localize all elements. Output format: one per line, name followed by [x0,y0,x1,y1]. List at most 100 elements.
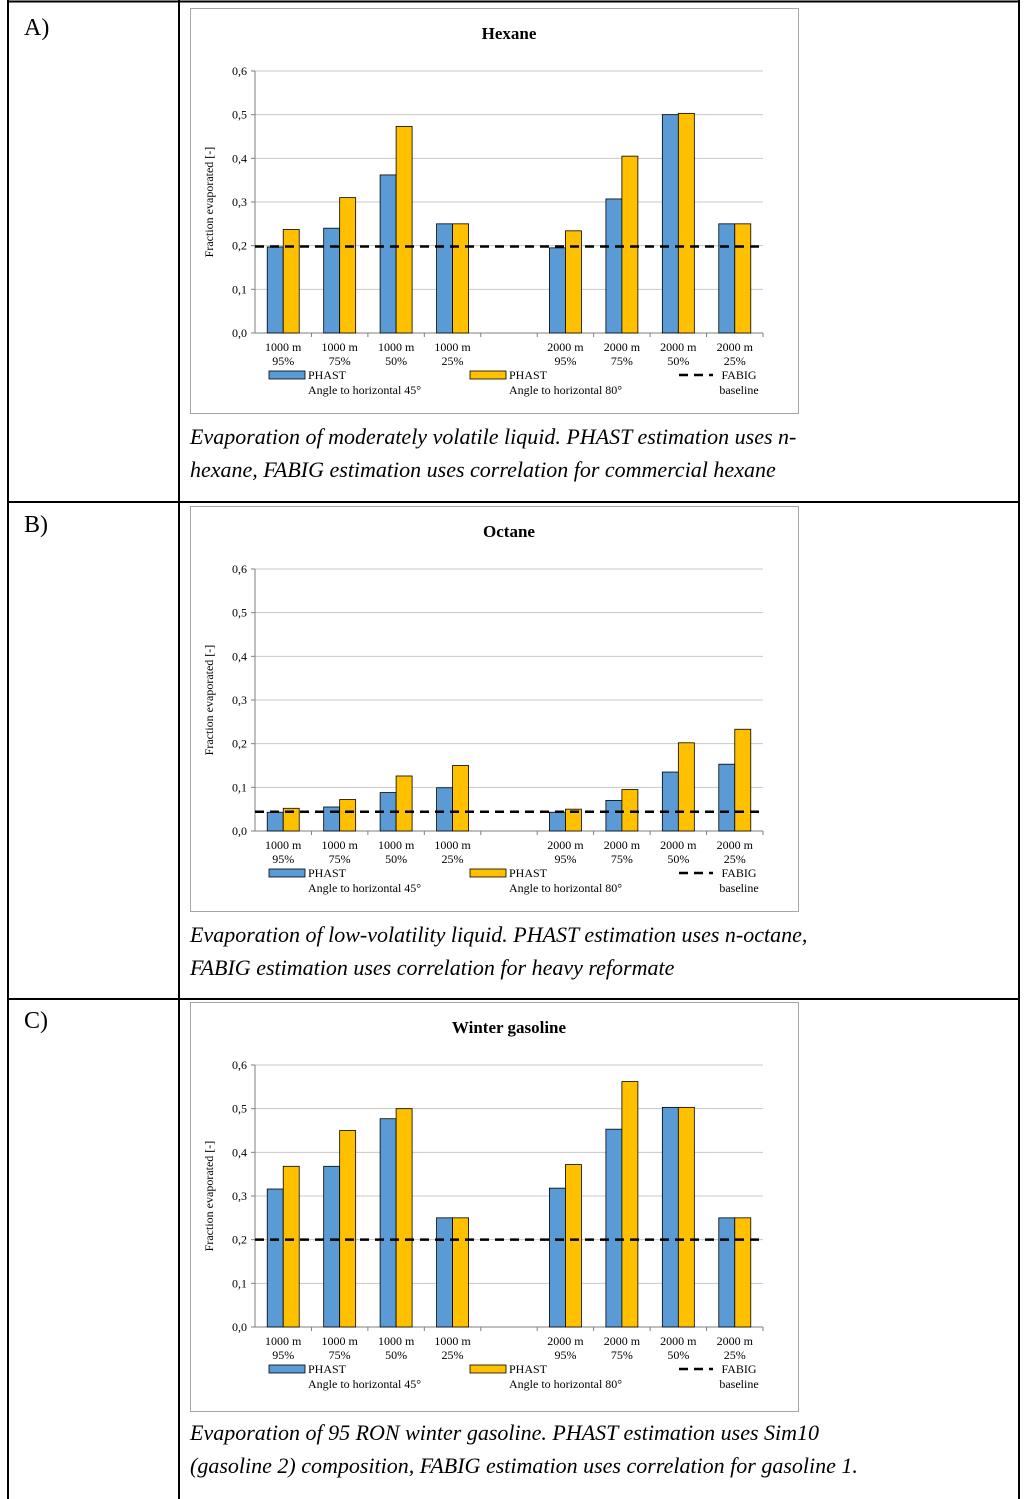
chart-svg-hexane: Hexane 0,0 0,1 0,2 0,3 0,4 0,5 0,6 Fraction evap… [202,24,764,397]
y-tick-label: 0,3 [232,195,247,209]
bar-phast-80 [621,155,639,334]
x-tick-label: 1000 m [321,1334,358,1348]
x-tick-label: 2000 m [660,1334,697,1348]
bar-phast-80 [339,799,357,832]
caption-a-line-1: Evaporation of moderately volatile liqui… [190,424,797,449]
bar-phast-45 [661,1106,679,1328]
x-tick-label: 1000 m [434,838,471,852]
x-tick-label: 1000 m [321,838,358,852]
legend-label-phast-45: PHAST [308,866,347,880]
bar-phast-45 [323,227,341,334]
x-tick-label: 75% [611,1348,633,1362]
bar-phast-45 [549,811,566,832]
x-tick-label: 95% [272,354,294,368]
panel-label-c: C) [24,1008,48,1034]
x-tick-label: 95% [554,354,576,368]
x-tick-label: 75% [611,852,633,866]
bar-phast-45 [436,223,453,334]
legend-label-fabig-sub: baseline [719,1377,758,1391]
bar-phast-80 [452,765,469,832]
x-tick-label: 50% [667,852,689,866]
bar-phast-45 [718,763,736,832]
legend-label-phast-45-sub: Angle to horizontal 45° [308,881,421,895]
bar-phast-80 [395,1108,413,1328]
legend-swatch-phast-80 [469,1364,507,1374]
x-tick-label: 50% [667,1348,689,1362]
x-tick-label: 1000 m [378,838,415,852]
legend-label-phast-45-sub: Angle to horizontal 45° [308,1377,421,1391]
chart-title: Winter gasoline [452,1018,567,1037]
chart-title: Octane [483,522,535,541]
y-tick-label: 0,4 [232,1145,247,1159]
legend-swatch-phast-80 [469,370,507,380]
caption-b-line-1: Evaporation of low-volatility liquid. PH… [190,922,808,947]
x-tick-label: 2000 m [717,340,754,354]
x-tick-label: 75% [611,354,633,368]
bar-phast-45 [436,1217,453,1328]
y-tick-label: 0,2 [232,239,247,253]
bar-phast-80 [395,126,413,334]
y-tick-label: 0,1 [232,282,247,296]
bar-phast-45 [266,246,284,334]
bar-phast-45 [549,247,566,334]
caption-a-line-2: hexane, FABIG estimation uses correlatio… [190,457,776,482]
bar-phast-80 [677,1106,695,1328]
y-tick-label: 0,4 [232,649,247,663]
bar-phast-80 [621,1081,639,1328]
x-tick-label: 2000 m [660,838,697,852]
x-tick-label: 50% [667,354,689,368]
panel-label-a: A) [24,15,50,41]
x-tick-label: 2000 m [547,1334,584,1348]
x-tick-label: 95% [272,1348,294,1362]
legend-label-fabig-sub: baseline [719,383,758,397]
x-tick-label: 25% [442,1348,464,1362]
x-tick-label: 95% [272,852,294,866]
legend-label-phast-45: PHAST [308,1362,347,1376]
caption-b-line-2: FABIG estimation uses correlation for he… [190,955,675,980]
legend-label-phast-80: PHAST [509,368,548,382]
x-tick-label: 1000 m [378,1334,415,1348]
panel-label-b: B) [24,512,48,538]
y-axis-title: Fraction evaporated [-] [202,1141,216,1252]
bar-phast-80 [452,1217,469,1328]
y-tick-label: 0,0 [232,824,247,838]
y-tick-label: 0,3 [232,693,247,707]
legend-label-fabig: FABIG [721,1362,756,1376]
x-tick-label: 95% [554,1348,576,1362]
bar-phast-45 [605,1128,623,1328]
chart-octane: Octane 0,0 0,1 0,2 0,3 0,4 0,5 0,6 Fraction evap… [190,506,799,912]
x-tick-label: 75% [329,354,351,368]
chart-title: Hexane [482,24,537,43]
y-tick-label: 0,6 [232,1058,247,1072]
bar-phast-45 [323,1165,341,1328]
bar-phast-80 [339,197,357,334]
bar-phast-45 [266,1188,284,1328]
legend-label-phast-45: PHAST [308,368,347,382]
legend-swatch-phast-45 [268,868,306,878]
x-tick-label: 25% [724,1348,746,1362]
bar-phast-45 [379,174,397,334]
y-tick-label: 0,0 [232,326,247,340]
bar-phast-80 [395,775,413,832]
x-tick-label: 25% [724,354,746,368]
legend-label-phast-80: PHAST [509,866,548,880]
y-tick-label: 0,5 [232,1102,247,1116]
legend-swatch-phast-80 [469,868,507,878]
x-tick-label: 1000 m [265,340,302,354]
bar-phast-80 [282,229,300,334]
bar-phast-80 [565,808,582,832]
y-tick-label: 0,4 [232,151,247,165]
x-tick-label: 50% [385,1348,407,1362]
legend-label-phast-80: PHAST [509,1362,548,1376]
x-tick-label: 2000 m [604,1334,641,1348]
bar-phast-80 [339,1130,357,1328]
y-tick-label: 0,0 [232,1320,247,1334]
x-tick-label: 1000 m [265,838,302,852]
bar-phast-80 [734,1217,752,1328]
bar-phast-80 [677,112,695,334]
y-tick-label: 0,5 [232,108,247,122]
bar-phast-80 [565,230,582,334]
bar-phast-80 [565,1164,582,1328]
caption-a: Evaporation of moderately volatile liqui… [190,420,1010,486]
